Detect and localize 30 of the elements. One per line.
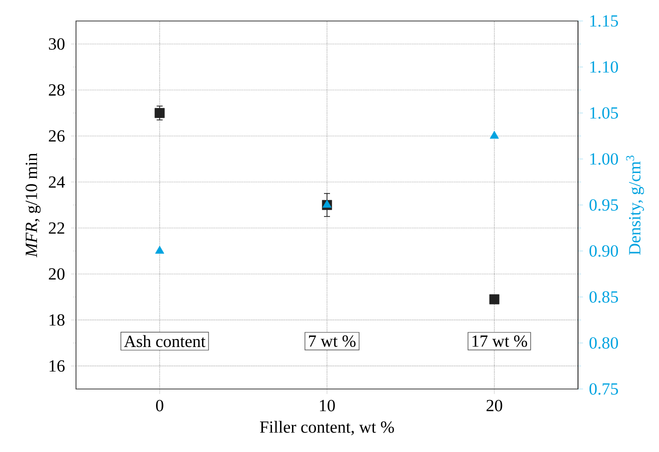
annotation: 7 wt %	[309, 335, 356, 347]
x-tick-label: 20	[486, 400, 502, 412]
point	[154, 108, 165, 118]
y2-tick-label: 1.00	[590, 153, 618, 165]
y2-tick-label: 0.90	[590, 245, 618, 257]
y-tick-label: 18	[50, 314, 64, 326]
y-tick-label: 22	[48, 222, 64, 234]
y2-tick-label: 1.10	[590, 61, 618, 73]
y-tick-label: 28	[48, 84, 64, 96]
y2-tick-label: 0.95	[590, 199, 618, 211]
x-tick-label: 10	[320, 400, 335, 412]
y-tick-label: 26	[48, 130, 65, 142]
point	[489, 294, 500, 304]
y-tick-label: 20	[48, 268, 64, 280]
y2-tick-label: 0.85	[590, 291, 618, 303]
y-tick-label: 24	[48, 176, 65, 188]
y-axis-title: MFR, g/10 min	[26, 153, 41, 258]
annotation: 17 wt %	[472, 335, 528, 347]
y2-tick-label: 1.15	[590, 15, 618, 27]
y2-axis-title: Density, g/cm$^{3}$	[626, 156, 644, 255]
y2-tick-label: 0.80	[590, 337, 618, 349]
point	[155, 246, 164, 254]
x-tick-label: 0	[156, 400, 164, 412]
point	[490, 130, 499, 139]
y2-tick-label: 0.75	[590, 383, 618, 395]
x-axis-title: Filler content, wt %	[260, 420, 394, 436]
y2-tick-label: 1.05	[590, 107, 618, 119]
y-tick-label: 16	[50, 360, 65, 372]
y-tick-label: 30	[48, 38, 64, 50]
annotation: Ash content	[124, 335, 206, 348]
